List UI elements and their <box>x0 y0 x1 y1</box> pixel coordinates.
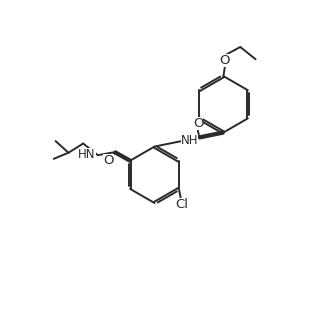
Text: HN: HN <box>78 148 96 161</box>
Text: NH: NH <box>181 134 198 147</box>
Text: O: O <box>193 117 203 130</box>
Text: O: O <box>103 154 114 167</box>
Text: O: O <box>220 54 230 67</box>
Text: Cl: Cl <box>175 198 188 211</box>
